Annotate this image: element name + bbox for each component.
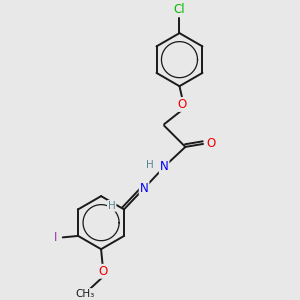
Text: H: H	[146, 160, 154, 170]
Text: O: O	[206, 137, 215, 151]
Text: O: O	[178, 98, 187, 111]
Text: N: N	[160, 160, 169, 173]
Text: O: O	[98, 265, 107, 278]
Text: H: H	[108, 201, 116, 211]
Text: CH₃: CH₃	[75, 289, 94, 299]
Text: Cl: Cl	[174, 3, 185, 16]
Text: I: I	[53, 231, 57, 244]
Text: N: N	[140, 182, 148, 195]
